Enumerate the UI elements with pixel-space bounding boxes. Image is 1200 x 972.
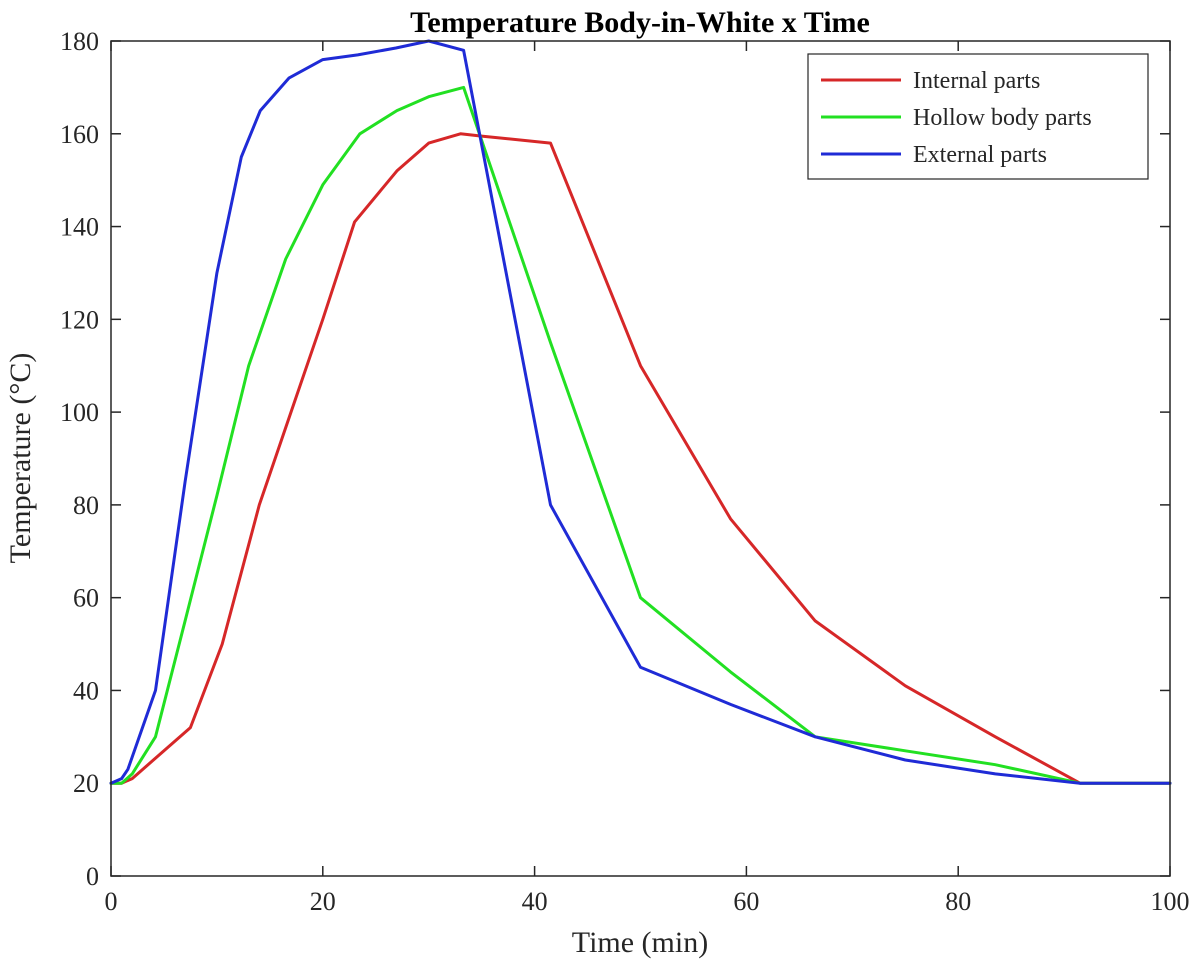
y-tick-label: 180 [60, 27, 99, 56]
legend-label-external-parts: External parts [913, 142, 1047, 168]
legend-label-hollow-body-parts: Hollow body parts [913, 105, 1092, 131]
x-tick-label: 40 [522, 887, 548, 916]
x-tick-label: 0 [105, 887, 118, 916]
x-tick-label: 20 [310, 887, 336, 916]
y-axis-label: Temperature (°C) [4, 353, 37, 564]
y-tick-label: 160 [60, 120, 99, 149]
series-line-internal-parts [109, 132, 1172, 785]
legend-label-internal-parts: Internal parts [913, 68, 1040, 94]
y-tick-label: 120 [60, 305, 99, 334]
y-tick-label: 20 [73, 769, 99, 798]
y-tick-label: 80 [73, 491, 99, 520]
chart-title: Temperature Body-in-White x Time [410, 6, 870, 39]
ticks-layer: 0 20 40 60 80 100 0 20 40 60 80 100 120 140 160 180 [60, 27, 1190, 916]
y-tick-label: 100 [60, 398, 99, 427]
y-tick-label: 0 [86, 862, 99, 891]
axes-frame [110, 40, 1171, 877]
series-line-external-parts [109, 39, 1172, 785]
y-tick-label: 40 [73, 676, 99, 705]
x-tick-label: 60 [733, 887, 759, 916]
x-axis-label: Time (min) [572, 926, 708, 959]
series-line-hollow-body-parts [109, 85, 1172, 785]
series-layer [109, 39, 1172, 785]
x-tick-label: 80 [945, 887, 971, 916]
x-tick-label: 100 [1151, 887, 1190, 916]
y-tick-label: 60 [73, 584, 99, 613]
legend: Internal parts Hollow body parts External … [807, 53, 1149, 180]
y-tick-label: 140 [60, 213, 99, 242]
